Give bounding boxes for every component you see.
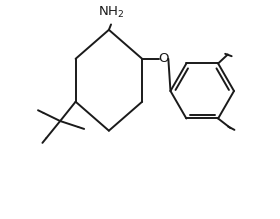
Text: O: O <box>158 52 169 65</box>
Text: NH$_2$: NH$_2$ <box>98 5 124 20</box>
